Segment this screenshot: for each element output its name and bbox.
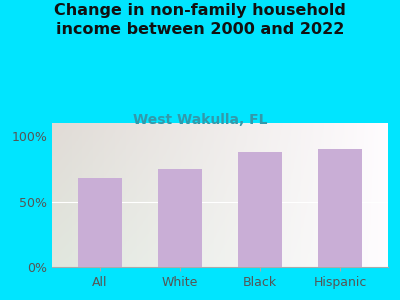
Bar xyxy=(78,178,122,267)
Bar xyxy=(318,149,362,267)
Text: Change in non-family household
income between 2000 and 2022: Change in non-family household income be… xyxy=(54,3,346,37)
Bar xyxy=(158,169,202,267)
Text: West Wakulla, FL: West Wakulla, FL xyxy=(133,112,267,127)
Bar xyxy=(238,152,282,267)
